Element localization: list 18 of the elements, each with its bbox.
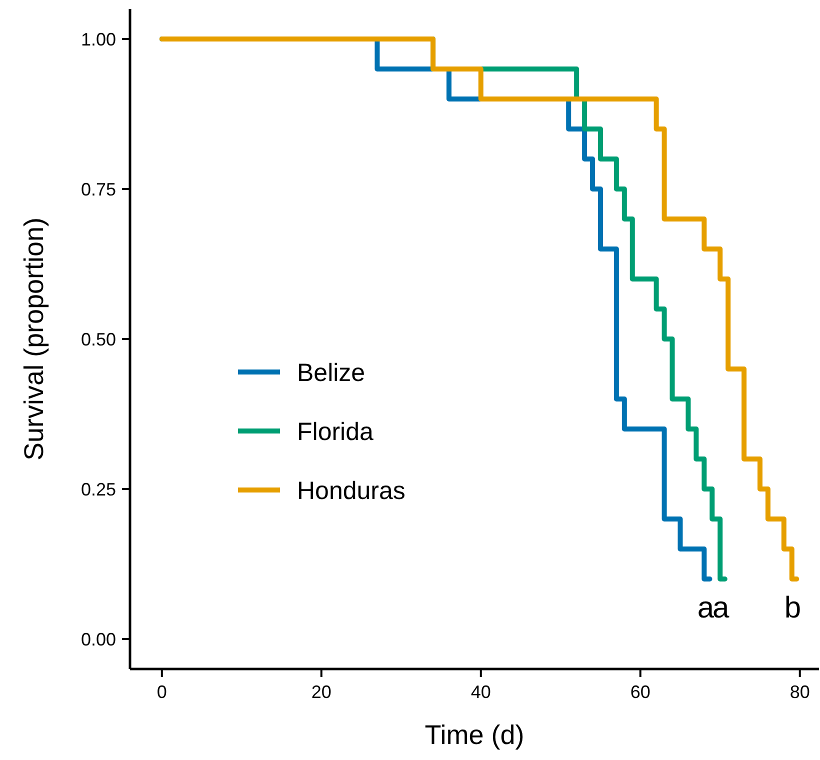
annotation: a xyxy=(712,592,730,624)
y-tick-label: 0.25 xyxy=(80,479,116,500)
y-axis-title: Survival (proportion) xyxy=(19,217,49,461)
x-tick-label: 0 xyxy=(156,682,167,702)
legend-label: Honduras xyxy=(297,476,406,505)
legend-label: Florida xyxy=(297,418,374,446)
y-tick-label: 0.00 xyxy=(80,629,116,650)
y-tick-label: 0.50 xyxy=(80,329,116,350)
x-axis-title: Time (d) xyxy=(424,720,524,750)
x-tick-label: 40 xyxy=(470,682,491,702)
x-tick-label: 20 xyxy=(311,682,332,702)
annotation: a xyxy=(697,592,714,624)
legend-label: Belize xyxy=(297,358,366,387)
x-tick-label: 80 xyxy=(790,682,810,702)
y-tick-label: 0.75 xyxy=(80,179,116,200)
x-tick-label: 60 xyxy=(630,682,650,702)
y-tick-label: 1.00 xyxy=(80,29,116,50)
annotation: b xyxy=(784,592,802,624)
